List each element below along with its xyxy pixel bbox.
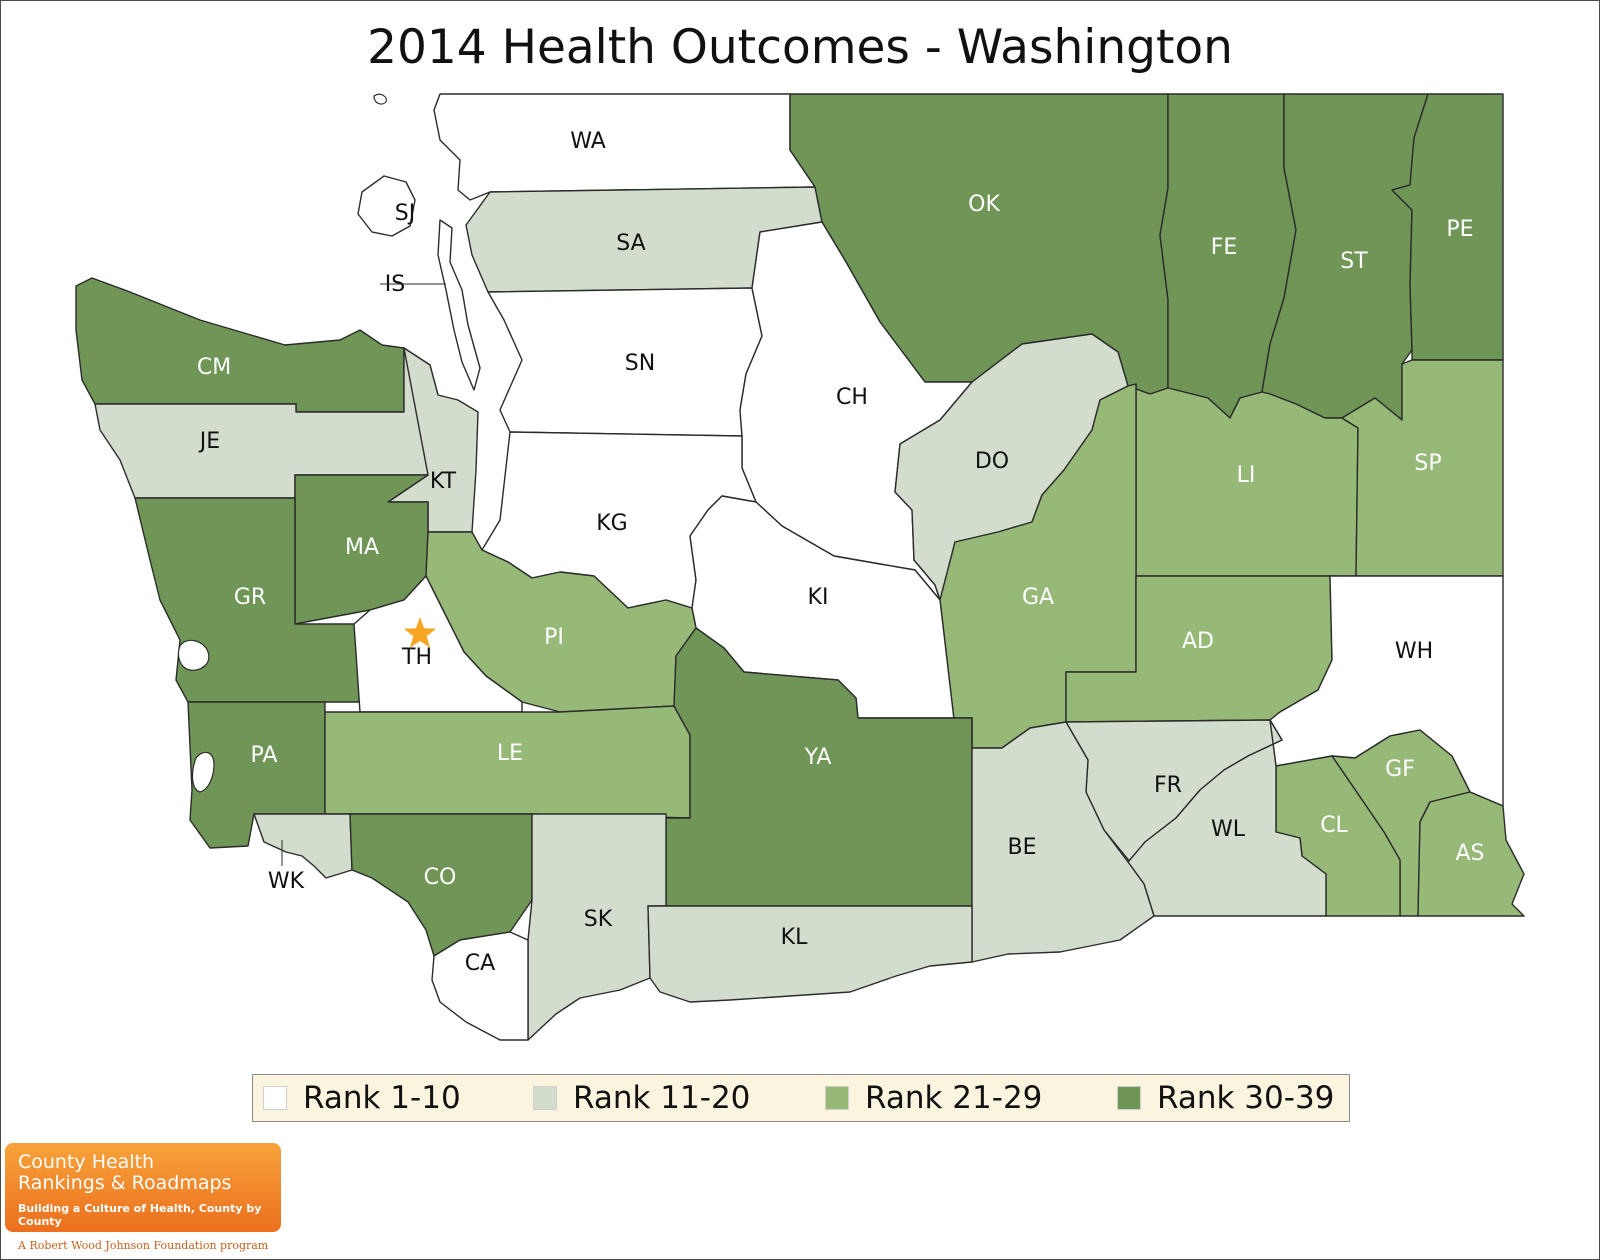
county-shape-sj[interactable]	[357, 175, 416, 237]
county-label-li: LI	[1237, 463, 1256, 488]
county-label-ga: GA	[1022, 585, 1054, 610]
county-label-ya: YA	[804, 745, 832, 770]
legend-swatch-rank-1-10	[263, 1086, 287, 1110]
county-label-pi: PI	[544, 625, 564, 650]
county-label-je: JE	[198, 429, 220, 454]
legend: Rank 1-10 Rank 11-20 Rank 21-29 Rank 30-…	[252, 1074, 1350, 1122]
county-label-ch: CH	[836, 385, 868, 410]
legend-label: Rank 1-10	[303, 1080, 461, 1116]
map-title: 2014 Health Outcomes - Washington	[367, 20, 1233, 75]
county-label-sn: SN	[625, 351, 655, 376]
county-label-ad: AD	[1182, 629, 1214, 654]
legend-label: Rank 11-20	[573, 1080, 751, 1116]
county-label-wh: WH	[1395, 639, 1433, 664]
county-shape-as[interactable]	[1417, 791, 1525, 917]
county-label-sk: SK	[584, 907, 613, 932]
county-shape-pe[interactable]	[1391, 93, 1504, 361]
county-shape-cm[interactable]	[75, 277, 405, 413]
county-label-ki: KI	[808, 585, 829, 610]
county-label-ma: MA	[345, 535, 379, 560]
county-label-cm: CM	[197, 355, 231, 380]
county-label-fr: FR	[1154, 773, 1182, 798]
county-label-wa: WA	[570, 129, 606, 154]
legend-swatch-rank-11-20	[533, 1086, 557, 1110]
county-label-th: TH	[401, 645, 432, 670]
legend-label: Rank 30-39	[1157, 1080, 1335, 1116]
legend-item-rank-1-10: Rank 1-10	[263, 1075, 461, 1121]
county-label-sj: SJ	[395, 201, 415, 226]
legend-item-rank-30-39: Rank 30-39	[1117, 1075, 1334, 1121]
harbor-inlet-grays	[177, 639, 210, 671]
logo-line-1: County Health	[18, 1151, 155, 1173]
county-label-kt: KT	[430, 469, 457, 494]
county-shape-ca[interactable]	[431, 931, 529, 1041]
county-label-do: DO	[975, 449, 1009, 474]
county-label-gr: GR	[234, 585, 266, 610]
legend-item-rank-11-20: Rank 11-20	[533, 1075, 750, 1121]
county-label-wl: WL	[1211, 817, 1246, 842]
legend-swatch-rank-21-29	[825, 1086, 849, 1110]
county-label-ok: OK	[968, 192, 1000, 217]
county-label-sp: SP	[1414, 451, 1441, 476]
marker-star	[403, 617, 437, 648]
legend-item-rank-21-29: Rank 21-29	[825, 1075, 1042, 1121]
logo-tagline: Building a Culture of Health, County by …	[18, 1202, 262, 1228]
county-label-sa: SA	[616, 231, 645, 256]
county-label-be: BE	[1008, 835, 1037, 860]
county-shape-sp[interactable]	[1341, 359, 1504, 577]
island-orcas	[373, 93, 387, 105]
county-label-wk: WK	[268, 869, 305, 894]
county-label-le: LE	[497, 741, 523, 766]
county-label-kg: KG	[596, 511, 627, 536]
rwjf-footer: A Robert Wood Johnson Foundation program	[18, 1239, 269, 1252]
county-health-rankings-logo[interactable]: County Health Rankings & Roadmaps Buildi…	[5, 1143, 281, 1232]
legend-swatch-rank-30-39	[1117, 1086, 1141, 1110]
county-label-kl: KL	[781, 925, 808, 950]
county-shape-kl[interactable]	[647, 905, 973, 1003]
county-label-co: CO	[424, 865, 457, 890]
county-label-st: ST	[1340, 249, 1368, 274]
county-label-gf: GF	[1385, 757, 1415, 782]
county-label-fe: FE	[1211, 235, 1238, 260]
county-shape-sk[interactable]	[527, 813, 667, 1041]
harbor-inlet-willapa	[191, 751, 215, 793]
county-label-cl: CL	[1320, 813, 1348, 838]
legend-label: Rank 21-29	[865, 1080, 1043, 1116]
county-label-ca: CA	[465, 951, 495, 976]
county-label-as: AS	[1455, 841, 1484, 866]
county-label-pa: PA	[251, 743, 278, 768]
county-shape-wa[interactable]	[433, 93, 816, 201]
county-label-pe: PE	[1446, 217, 1473, 242]
logo-line-2: Rankings & Roadmaps	[18, 1172, 232, 1194]
